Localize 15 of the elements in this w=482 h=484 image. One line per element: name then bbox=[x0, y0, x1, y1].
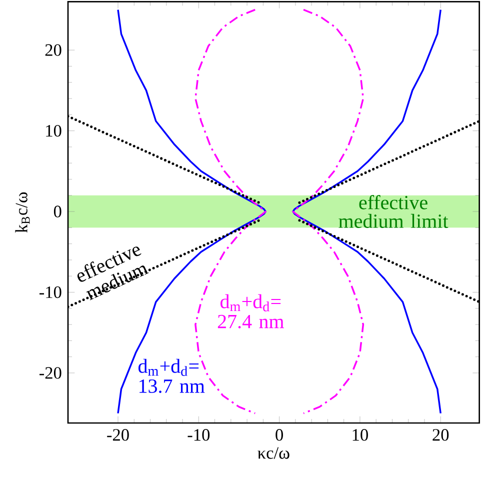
x-tick-label: 20 bbox=[432, 429, 449, 441]
band-label: effective medium limit bbox=[338, 195, 448, 228]
series-label: d$_{m}$+d$_{d}$= 13.7 nm bbox=[138, 358, 205, 393]
series-label: d$_{m}$+d$_{d}$= 27.4 nm bbox=[218, 294, 284, 328]
y-tick-label: -10 bbox=[39, 286, 62, 298]
y-tick-label: -20 bbox=[39, 367, 62, 379]
x-tick-label: -20 bbox=[107, 429, 129, 441]
y-tick-label: 0 bbox=[54, 206, 62, 218]
y-axis-title: k$_{B}$c/ω bbox=[15, 192, 30, 233]
x-tick-label: 0 bbox=[276, 429, 283, 441]
x-tick-label: -10 bbox=[188, 429, 210, 441]
x-tick-label: 10 bbox=[352, 429, 368, 441]
y-tick-label: 20 bbox=[45, 44, 62, 56]
x-axis-title: κc/ω bbox=[258, 447, 290, 459]
y-tick-label: 10 bbox=[46, 124, 62, 137]
